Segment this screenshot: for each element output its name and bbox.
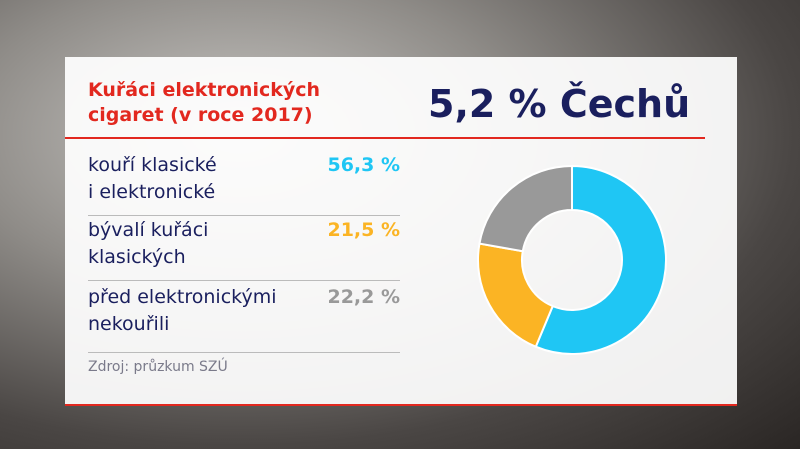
chart-title: Kuřáci elektronických cigaret (v roce 20…: [88, 79, 321, 126]
category-label: kouří klasické i elektronické: [88, 154, 217, 203]
legend-row: před elektronickými nekouřili 22,2 %: [88, 284, 400, 353]
legend-row: kouří klasické i elektronické 56,3 %: [88, 152, 400, 216]
value-label: 56,3 %: [327, 154, 400, 176]
category-label: bývalí kuřáci klasických: [88, 219, 209, 268]
donut-slice: [534, 164, 667, 355]
legend-row: bývalí kuřáci klasických 21,5 %: [88, 217, 400, 281]
value-label: 22,2 %: [327, 286, 400, 308]
source: Zdroj: průzkum SZÚ: [88, 359, 228, 375]
category-label: před elektronickými nekouřili: [88, 286, 277, 335]
donut-slice: [478, 164, 573, 253]
headline: 5,2 % Čechů: [428, 82, 691, 126]
value-label: 21,5 %: [327, 219, 400, 241]
divider: [65, 137, 705, 139]
donut-slice: [477, 242, 555, 349]
